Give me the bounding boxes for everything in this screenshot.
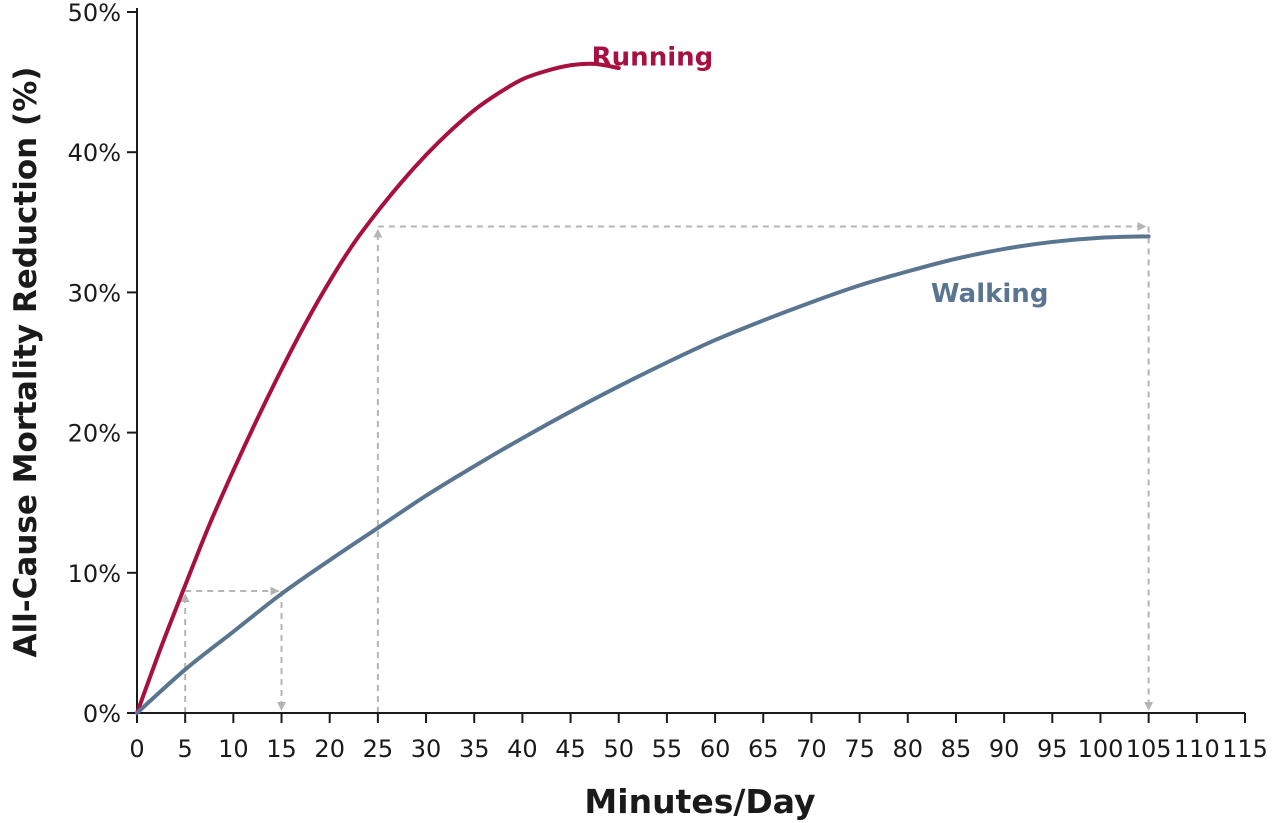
x-tick-label: 5 [178,735,193,763]
series-lines [135,61,1151,715]
x-tick-label: 85 [941,735,972,763]
x-tick-label: 60 [700,735,731,763]
x-tick-label: 40 [507,735,538,763]
x-tick-label: 90 [989,735,1020,763]
x-tick-label: 15 [266,735,297,763]
x-tick-label: 35 [459,735,490,763]
y-tick-label: 40% [68,139,121,167]
walking-series-line [135,234,1151,715]
running-series-line [135,61,621,715]
walking-series-label: Walking [931,279,1049,309]
x-tick-label: 65 [748,735,779,763]
x-tick-label: 20 [314,735,345,763]
x-tick-label: 105 [1126,735,1172,763]
x-tick-label: 95 [1037,735,1068,763]
x-tick-label: 55 [652,735,683,763]
x-tick-label: 115 [1222,735,1268,763]
x-tick-label: 80 [893,735,924,763]
x-tick-label: 50 [603,735,634,763]
x-tick-label: 110 [1174,735,1220,763]
x-tick-label: 45 [555,735,586,763]
x-tick-label: 10 [218,735,249,763]
y-axis-title: All-Cause Mortality Reduction (%) [8,67,44,658]
axes: 0% 10% 20% 30% 40% 50% 0 5 10 15 20 25 30 35 40 45 50 55 6… [68,0,1268,763]
x-tick-label: 0 [129,735,144,763]
x-tick-label: 100 [1078,735,1124,763]
y-tick-label: 20% [68,420,121,448]
y-tick-label: 0% [83,700,121,728]
y-tick-label: 30% [68,279,121,307]
x-axis-title: Minutes/Day [584,782,815,821]
x-tick-label: 30 [411,735,442,763]
x-tick-label: 75 [844,735,875,763]
y-tick-label: 10% [68,560,121,588]
labels: Running Walking [592,42,1049,309]
x-tick-label: 25 [363,735,394,763]
x-tick-label: 70 [796,735,827,763]
running-series-label: Running [592,42,714,72]
y-tick-label: 50% [68,0,121,27]
equivalence-annotations [180,222,1154,713]
